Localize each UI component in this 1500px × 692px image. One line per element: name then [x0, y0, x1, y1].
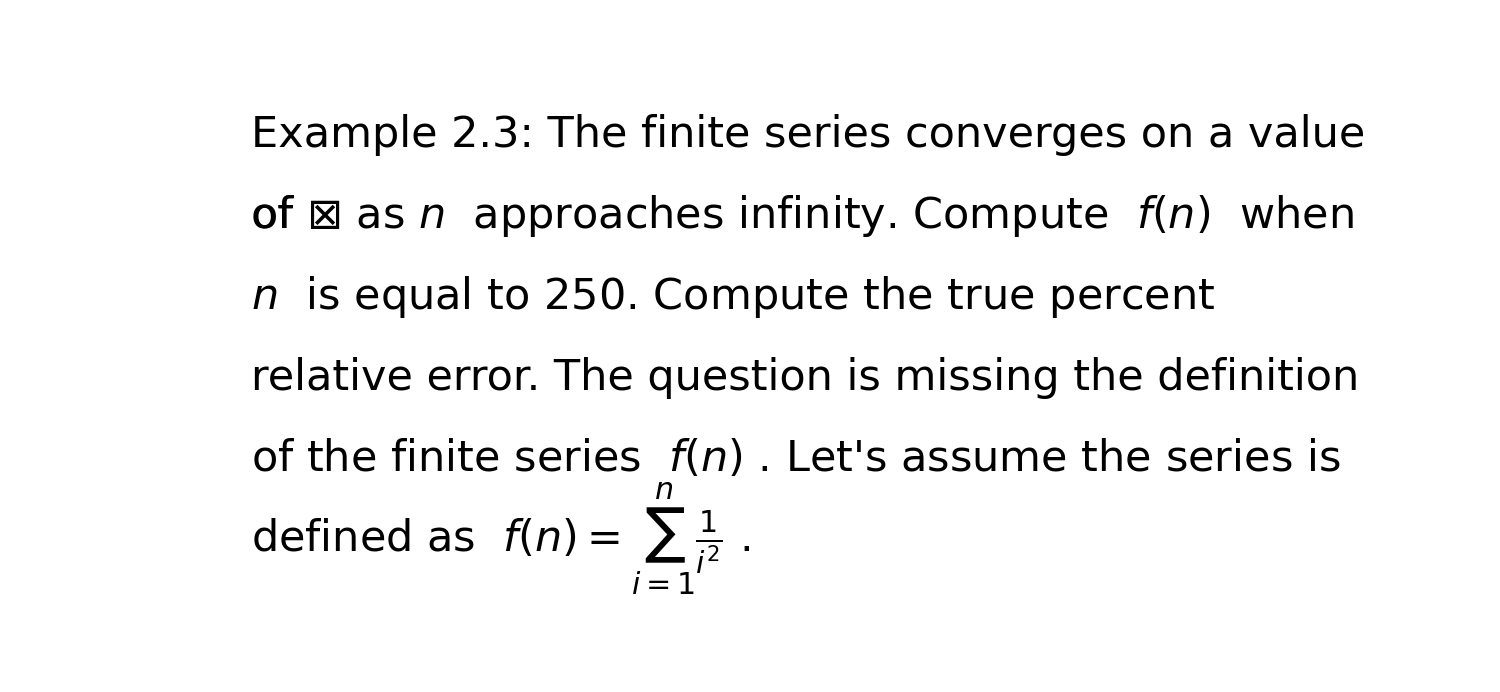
- Text: defined as  $f(n) = \sum_{i=1}^{n} \frac{1}{i^2}$ .: defined as $f(n) = \sum_{i=1}^{n} \frac{…: [252, 481, 752, 597]
- Text: of: of: [252, 195, 306, 237]
- Text: $n$  is equal to 250. Compute the true percent: $n$ is equal to 250. Compute the true pe…: [252, 274, 1215, 320]
- Text: of $\boxtimes$ as $n$  approaches infinity. Compute  $f(n)$  when: of $\boxtimes$ as $n$ approaches infinit…: [252, 193, 1354, 239]
- Text: relative error. The question is missing the definition: relative error. The question is missing …: [252, 357, 1359, 399]
- Text: of the finite series  $f(n)$ . Let's assume the series is: of the finite series $f(n)$ . Let's assu…: [252, 438, 1341, 480]
- Text: Example 2.3: The finite series converges on a value: Example 2.3: The finite series converges…: [252, 114, 1365, 156]
